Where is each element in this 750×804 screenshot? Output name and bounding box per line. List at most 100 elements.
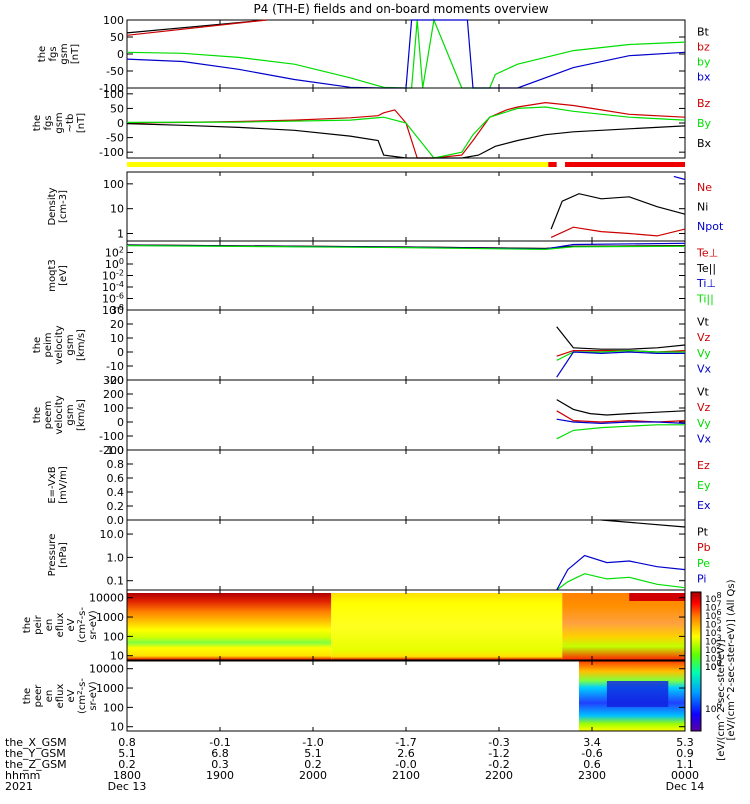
legend-density-Ne: Ne bbox=[697, 181, 712, 194]
legend-fgs2-Bx: Bx bbox=[697, 137, 712, 150]
panel-pressure: 10.0 1.0 0.1 Pressure [nPa] Pt Pb Pe Pi bbox=[47, 519, 711, 591]
y-axis-label: moqt3 bbox=[47, 259, 58, 292]
series-peim-Vx bbox=[556, 351, 685, 378]
x-row-label: the_X_GSM bbox=[5, 736, 67, 749]
y-axis-label: [mV/m] bbox=[58, 466, 69, 504]
series-peim-Vy bbox=[556, 349, 685, 361]
x-row-label: hhmm bbox=[5, 769, 40, 782]
x-tick-value: -0.2 bbox=[488, 758, 509, 771]
y-axis-label: en bbox=[44, 619, 55, 632]
y-axis-label: Density bbox=[47, 187, 58, 225]
y-axis-label: [eV] bbox=[58, 265, 69, 286]
y-tick-label: 0 bbox=[117, 346, 124, 359]
y-axis-label: ~tb bbox=[65, 114, 76, 133]
x-tick-value: 0.9 bbox=[676, 747, 694, 760]
y-tick-label: 0.6 bbox=[107, 472, 125, 485]
peir-high-energy bbox=[629, 593, 685, 601]
y-axis-label: velocity bbox=[54, 325, 65, 364]
x-tick-value: 3.4 bbox=[583, 736, 601, 749]
legend-efield-Ex: Ex bbox=[697, 499, 711, 512]
panel-peer: 10000 1000 100 10 the peer en eflux eV (cm2-s-sr-… bbox=[22, 660, 686, 734]
y-tick-label: 0 bbox=[117, 117, 124, 130]
series-pressure-Pi bbox=[556, 554, 686, 591]
x-axis: the_X_GSMthe_Y_GSMthe_Z_GSMhhmm20210.85.… bbox=[5, 736, 704, 793]
y-axis-label: gsm bbox=[65, 334, 76, 355]
series-peim-Vt bbox=[556, 326, 686, 350]
x-tick-value: Dec 13 bbox=[108, 780, 147, 793]
x-tick-value: 6.8 bbox=[211, 747, 229, 760]
y-tick-label: 10000 bbox=[89, 592, 124, 605]
legend-peem-Vt: Vt bbox=[697, 386, 710, 399]
panel-frame bbox=[126, 19, 686, 89]
peir-block-1 bbox=[127, 593, 332, 660]
y-axis-label: en bbox=[44, 690, 55, 703]
legend-density-Npot: Npot bbox=[697, 220, 724, 233]
y-axis-label: the bbox=[37, 46, 48, 62]
legend-temp-Te: Te|| bbox=[696, 262, 716, 275]
y-tick-label: 0.4 bbox=[107, 486, 125, 499]
x-tick-value: 5.1 bbox=[304, 747, 322, 760]
y-axis-label: [nT] bbox=[76, 113, 87, 133]
x-tick-value: -0.1 bbox=[209, 736, 230, 749]
colorbar-label-lower: [eV/(cm^2-sec-ster-eV)] bbox=[716, 639, 727, 760]
legend-fgs-by: by bbox=[697, 56, 711, 69]
y-axis-label: eV bbox=[66, 618, 77, 631]
legend-pressure-Pb: Pb bbox=[697, 541, 711, 554]
y-tick-label: 10 bbox=[110, 203, 124, 216]
y-tick-label: 300 bbox=[103, 374, 124, 387]
y-tick-label: 20 bbox=[110, 318, 124, 331]
panel-fgs: 100 50 0 -50 -100 the fgs gsm [nT] Bt bz by bx bbox=[37, 14, 711, 95]
series-peem-Vt bbox=[556, 399, 686, 416]
legend-temp-Ti: Ti⊥ bbox=[696, 277, 716, 290]
plot-title: P4 (TH-E) fields and on-board moments ov… bbox=[253, 2, 548, 16]
legend-fgs-bx: bx bbox=[697, 71, 711, 84]
series-density-Ni bbox=[550, 193, 686, 230]
status-segment bbox=[548, 162, 557, 167]
x-tick-value: 2000 bbox=[299, 769, 327, 782]
x-tick-value: 0000 bbox=[671, 769, 699, 782]
x-tick-value: 0.8 bbox=[118, 736, 136, 749]
y-axis-label: peir bbox=[33, 614, 44, 634]
series-fgs2-Bx bbox=[126, 123, 686, 159]
x-tick-value: -0.3 bbox=[488, 736, 509, 749]
y-axis-label: sr-eV) bbox=[88, 610, 99, 639]
legend-peem-Vz: Vz bbox=[697, 401, 711, 414]
y-tick-label: 10 bbox=[110, 721, 124, 734]
y-axis-label: fgs bbox=[43, 115, 54, 130]
panel-peir: 10000 1000 100 10 the peir en eflux eV (cm2-s-sr-… bbox=[22, 589, 686, 663]
status-bar bbox=[127, 162, 685, 167]
legend-fgs-Bt: Bt bbox=[697, 25, 710, 38]
legend-efield-Ez: Ez bbox=[697, 459, 710, 472]
y-tick-label: 200 bbox=[103, 388, 124, 401]
y-axis-label: sr-eV) bbox=[88, 681, 99, 710]
y-axis-label: the bbox=[32, 337, 43, 353]
legend-peem-Vx: Vx bbox=[697, 432, 712, 445]
legend-peim-Vx: Vx bbox=[697, 362, 712, 375]
y-axis-label: the bbox=[22, 617, 33, 633]
legend-fgs-bz: bz bbox=[697, 40, 710, 53]
legend-peim-Vz: Vz bbox=[697, 331, 711, 344]
y-tick-label: 50 bbox=[110, 31, 124, 44]
y-tick-label: -100 bbox=[99, 430, 124, 443]
colorbar-gradient bbox=[690, 591, 702, 732]
series-fgs-bz bbox=[126, 19, 267, 36]
x-tick-value: 0.6 bbox=[583, 758, 601, 771]
legend-peem-Vy: Vy bbox=[697, 417, 711, 430]
y-tick-label: 50 bbox=[110, 102, 124, 115]
x-tick-value: 2100 bbox=[392, 769, 420, 782]
y-axis-label: Pressure bbox=[47, 534, 58, 577]
legend-pressure-Pi: Pi bbox=[697, 572, 706, 585]
y-tick-label: 100 bbox=[103, 88, 124, 101]
x-tick-value: Dec 14 bbox=[666, 780, 705, 793]
panel-frame bbox=[126, 449, 686, 521]
legend-density-Ni: Ni bbox=[697, 201, 708, 214]
legend-temp-Ti: Ti|| bbox=[696, 293, 714, 306]
panel-efield: 1.00.80.60.40.20.0 E=-VxB [mV/m] Ez Ey Ex bbox=[47, 444, 711, 527]
y-axis-label: gsm bbox=[65, 404, 76, 425]
y-axis-label: eflux bbox=[55, 684, 66, 709]
peir-block-3 bbox=[562, 593, 685, 660]
colorbar-label: [eV/(cm^2-sec-ster-eV)] (All Qs) bbox=[726, 579, 737, 740]
